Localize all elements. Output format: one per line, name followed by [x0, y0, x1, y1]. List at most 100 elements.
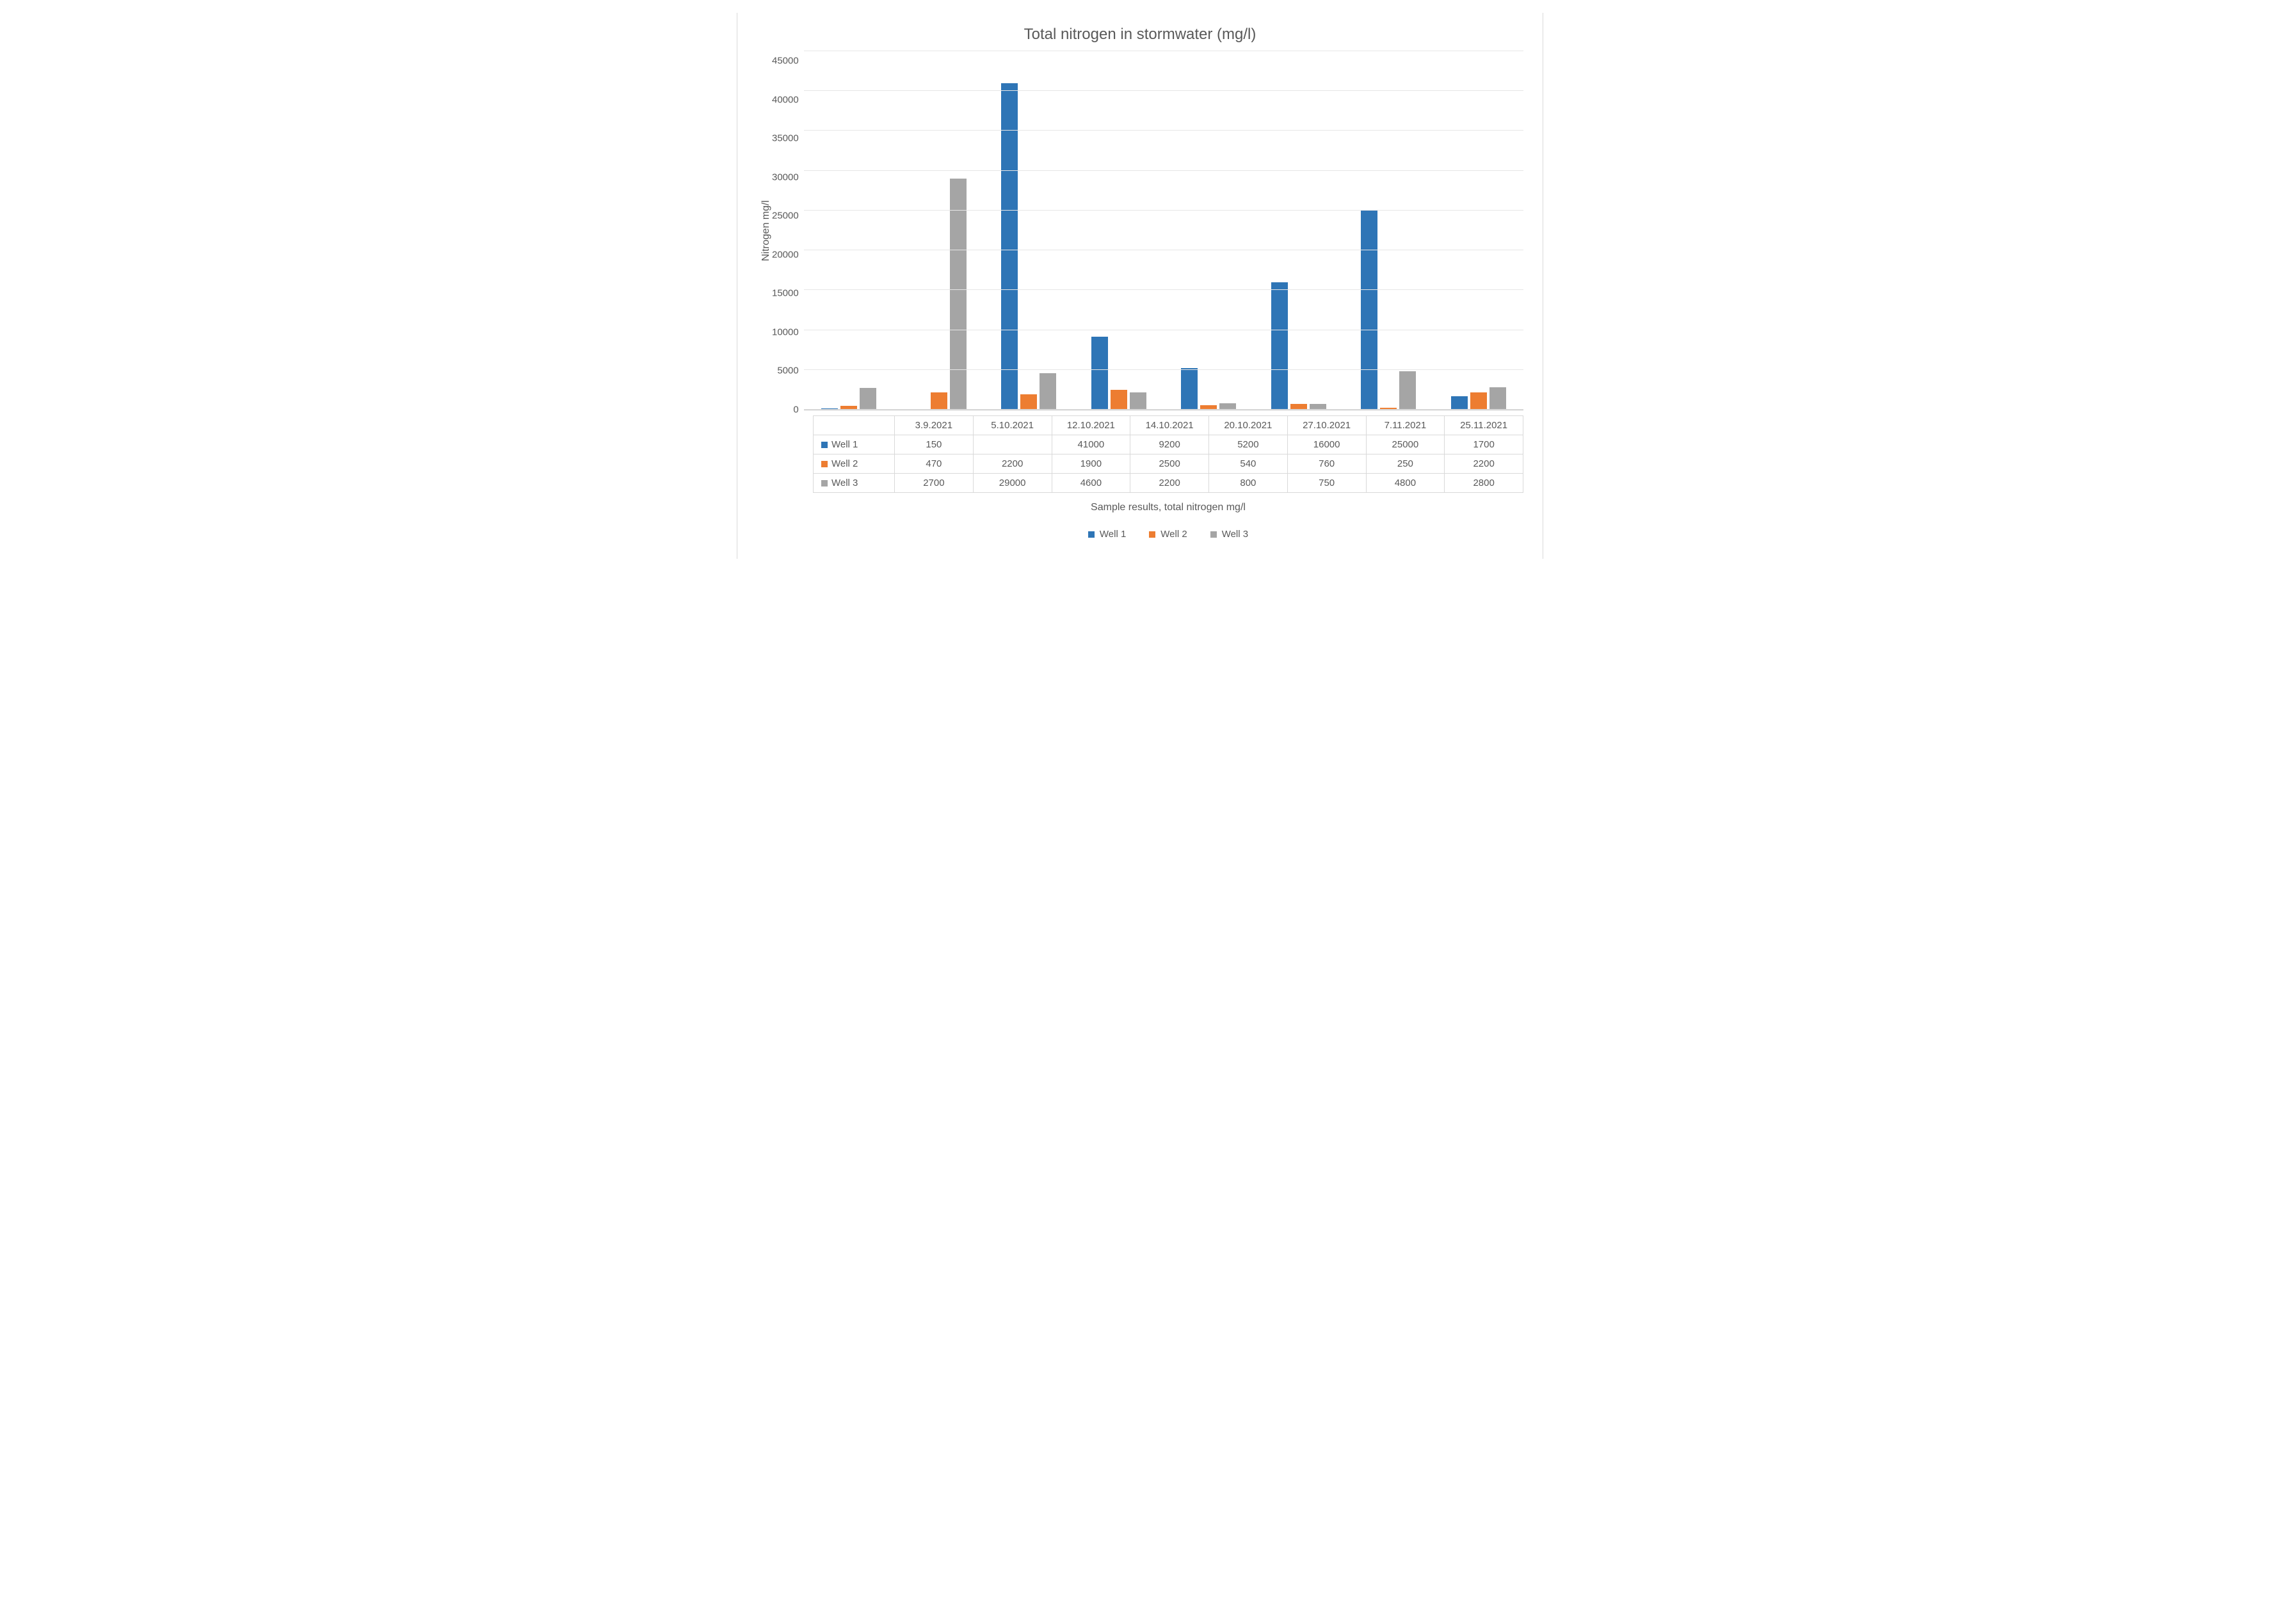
- legend-swatch: [821, 480, 828, 486]
- y-tick: 10000: [772, 327, 799, 337]
- bar: [950, 179, 967, 410]
- table-row-label: Well 3: [831, 478, 858, 488]
- legend-label: Well 3: [1222, 529, 1248, 540]
- bar: [1399, 371, 1416, 410]
- chart-title: Total nitrogen in stormwater (mg/l): [757, 26, 1523, 44]
- bar: [1200, 405, 1217, 410]
- table-cell: 2700: [894, 474, 973, 492]
- bar: [1470, 392, 1487, 410]
- table-row-header: Well 1: [814, 435, 894, 454]
- table-header-cell: 14.10.2021: [1130, 416, 1208, 435]
- bar: [1361, 211, 1377, 410]
- table-cell: 29000: [973, 474, 1052, 492]
- bar: [840, 406, 857, 410]
- y-tick: 15000: [772, 289, 799, 298]
- table-cell: [973, 435, 1052, 454]
- table-cell: 540: [1208, 454, 1287, 473]
- table-header-cell: 5.10.2021: [973, 416, 1052, 435]
- bar: [1001, 83, 1018, 410]
- table-cell: 800: [1208, 474, 1287, 492]
- table-cell: 9200: [1130, 435, 1208, 454]
- bar: [821, 408, 838, 410]
- table-cell: 470: [894, 454, 973, 473]
- table-cell: 2200: [973, 454, 1052, 473]
- y-tick: 45000: [772, 56, 799, 66]
- table-row: Well 24702200190025005407602502200: [814, 454, 1523, 473]
- y-tick: 30000: [772, 172, 799, 182]
- table-row-header: Well 2: [814, 454, 894, 473]
- table-header-cell: 12.10.2021: [1052, 416, 1130, 435]
- bar: [1111, 390, 1127, 410]
- table-header-cell: 7.11.2021: [1366, 416, 1445, 435]
- bar-group: [1344, 51, 1434, 410]
- table-cell: 250: [1366, 454, 1445, 473]
- bar-group: [984, 51, 1074, 410]
- bar: [1020, 394, 1037, 410]
- legend-item: Well 1: [1088, 529, 1126, 540]
- y-tick: 0: [793, 405, 798, 414]
- bar: [931, 392, 947, 410]
- legend-item: Well 2: [1149, 529, 1187, 540]
- table-row-label: Well 2: [831, 458, 858, 469]
- table-cell: 150: [894, 435, 973, 454]
- y-tick: 35000: [772, 134, 799, 143]
- table-header-cell: 27.10.2021: [1287, 416, 1366, 435]
- table-row: Well 1150 410009200520016000250001700: [814, 435, 1523, 454]
- table-cell: 5200: [1208, 435, 1287, 454]
- bar-group: [1164, 51, 1254, 410]
- table-cell: 2200: [1444, 454, 1523, 473]
- legend-swatch: [1088, 531, 1095, 538]
- table-cell: 2500: [1130, 454, 1208, 473]
- table-row: Well 32700290004600220080075048002800: [814, 473, 1523, 492]
- table-cell: 2800: [1444, 474, 1523, 492]
- legend-swatch: [1210, 531, 1217, 538]
- table-cell: 1900: [1052, 454, 1130, 473]
- table-align-wrap: 3.9.20215.10.202112.10.202114.10.202120.…: [757, 410, 1523, 540]
- table-cell: 25000: [1366, 435, 1445, 454]
- data-table: 3.9.20215.10.202112.10.202114.10.202120.…: [813, 415, 1523, 493]
- table-cell: 1700: [1444, 435, 1523, 454]
- x-axis-label: Sample results, total nitrogen mg/l: [813, 502, 1523, 513]
- table-header-blank: [814, 416, 894, 435]
- bar: [1489, 387, 1506, 410]
- table-cell: 760: [1287, 454, 1366, 473]
- bar: [1219, 403, 1236, 410]
- table-cell: 41000: [1052, 435, 1130, 454]
- y-tick: 20000: [772, 250, 799, 259]
- bar: [1451, 396, 1468, 410]
- y-tick: 25000: [772, 211, 799, 221]
- table-header-row: 3.9.20215.10.202112.10.202114.10.202120.…: [814, 416, 1523, 435]
- table-row-header: Well 3: [814, 474, 894, 492]
- bar: [1271, 282, 1288, 410]
- chart-container: Total nitrogen in stormwater (mg/l) Nitr…: [737, 13, 1543, 559]
- table-cell: 750: [1287, 474, 1366, 492]
- plot-area: [804, 51, 1523, 410]
- legend-swatch: [821, 461, 828, 467]
- bar: [1290, 404, 1307, 410]
- bar: [1130, 392, 1146, 410]
- plot-row: Nitrogen mg/l 45000400003500030000250002…: [757, 51, 1523, 410]
- bar: [1380, 408, 1397, 410]
- y-tick: 5000: [777, 366, 798, 376]
- bar: [860, 388, 876, 410]
- bar: [1310, 404, 1326, 410]
- table-header-cell: 25.11.2021: [1444, 416, 1523, 435]
- legend-swatch: [821, 442, 828, 448]
- table-spacer: [757, 410, 813, 540]
- table-cell: 4600: [1052, 474, 1130, 492]
- table-cell: 2200: [1130, 474, 1208, 492]
- bar-group: [1253, 51, 1344, 410]
- legend-item: Well 3: [1210, 529, 1248, 540]
- legend-label: Well 2: [1160, 529, 1187, 540]
- legend-label: Well 1: [1100, 529, 1126, 540]
- y-tick: 40000: [772, 95, 799, 104]
- bar-group: [804, 51, 894, 410]
- y-axis: 45000 40000 35000 30000 25000 20000 15000 10000…: [772, 51, 804, 410]
- bar: [1181, 368, 1198, 410]
- table-cell: 16000: [1287, 435, 1366, 454]
- legend-swatch: [1149, 531, 1155, 538]
- table-header-cell: 3.9.2021: [894, 416, 973, 435]
- bar: [1091, 337, 1108, 410]
- legend: Well 1 Well 2 Well 3: [813, 529, 1523, 540]
- bar: [1040, 373, 1056, 410]
